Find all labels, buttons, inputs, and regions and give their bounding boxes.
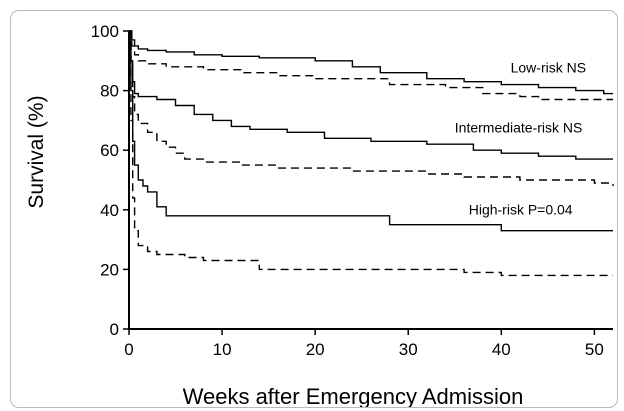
survival-chart: 0 20 40 60 80 100 0 10 20 30 40 50 Low-risk NS Inter…: [25, 22, 614, 407]
survival-curve-solid-4: [129, 30, 613, 232]
y-tick-label: 0: [110, 320, 119, 339]
chart-frame: 0 20 40 60 80 100 0 10 20 30 40 50 Low-risk NS Inter…: [10, 10, 618, 408]
x-tick-label: 50: [585, 340, 604, 359]
annotations-group: Low-risk NS Intermediate-risk NS High-risk…: [455, 60, 586, 218]
annotation-label-1: Intermediate-risk NS: [455, 119, 583, 135]
survival-curve-solid-2: [129, 30, 613, 160]
x-tick-label: 10: [213, 340, 232, 359]
x-tick-label: 0: [124, 340, 133, 359]
survival-curve-dashed-3: [129, 30, 614, 186]
y-tick-label: 40: [100, 201, 119, 220]
x-tick-label: 30: [399, 340, 418, 359]
survival-curve-dashed-5: [129, 30, 613, 277]
x-axis-label: Weeks after Emergency Admission: [183, 384, 524, 407]
y-tick-label: 100: [91, 22, 119, 41]
axes: 0 20 40 60 80 100 0 10 20 30 40 50: [91, 22, 613, 359]
y-tick-label: 60: [100, 141, 119, 160]
annotation-label-2: High-risk P=0.04: [469, 201, 573, 217]
annotation-label-0: Low-risk NS: [511, 60, 586, 76]
survival-curve-dashed-1: [129, 30, 613, 101]
y-axis-label: Survival (%): [25, 95, 48, 208]
x-tick-label: 20: [306, 340, 325, 359]
y-tick-label: 20: [100, 260, 119, 279]
survival-curve-solid-0: [129, 30, 613, 95]
series-group: [129, 30, 614, 277]
y-tick-label: 80: [100, 82, 119, 101]
x-tick-label: 40: [492, 340, 511, 359]
